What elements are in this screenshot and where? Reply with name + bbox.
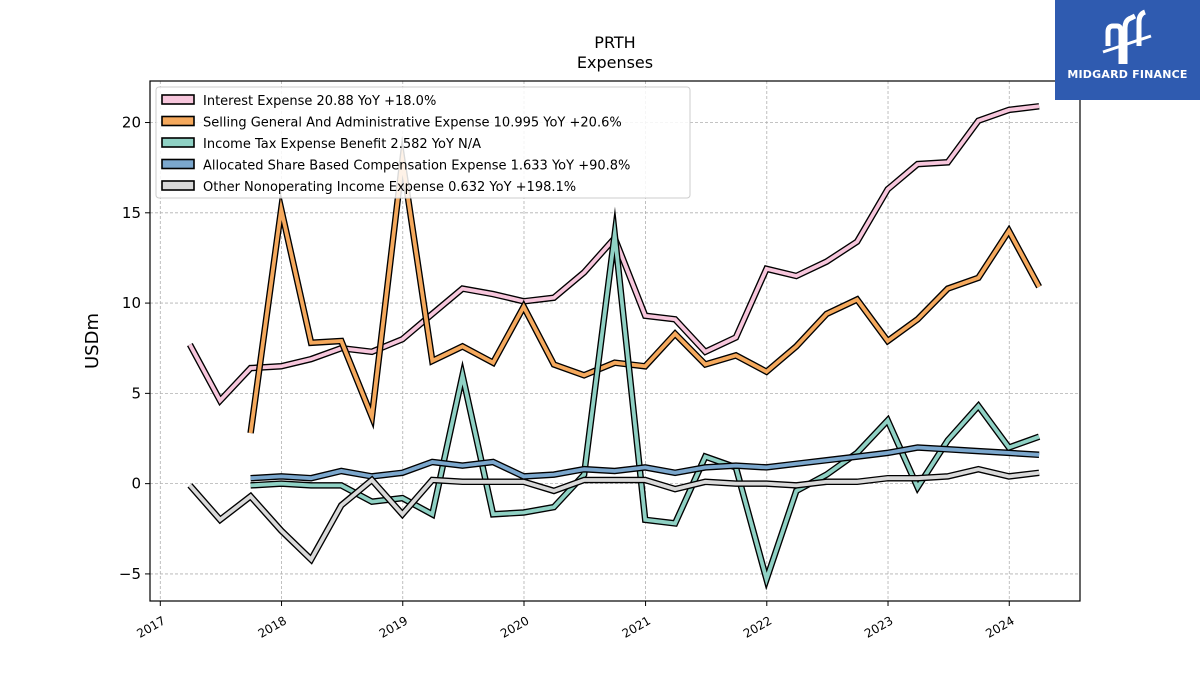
x-tick-label: 2023 <box>862 613 895 640</box>
legend-label: Other Nonoperating Income Expense 0.632 … <box>203 180 576 195</box>
legend-swatch <box>161 137 195 148</box>
series-layer <box>187 103 1042 591</box>
series-line <box>250 218 1040 586</box>
y-axis-label: USDm <box>82 313 103 369</box>
y-tick-label: 5 <box>131 384 141 402</box>
chart-subtitle: Expenses <box>577 53 653 72</box>
legend-label: Allocated Share Based Compensation Expen… <box>203 159 630 174</box>
midgard-finance-logo: MIDGARD FINANCE <box>1055 0 1200 100</box>
x-tick-label: 2024 <box>983 613 1016 640</box>
y-tick-label: 10 <box>122 294 141 312</box>
x-tick-label: 2021 <box>620 613 653 640</box>
x-tick-label: 2019 <box>377 613 410 640</box>
legend-swatch <box>161 158 195 170</box>
legend-swatch <box>161 180 195 191</box>
legend-label: Selling General And Administrative Expen… <box>203 116 622 131</box>
x-tick-label: 2020 <box>498 613 531 640</box>
y-tick-label: 20 <box>122 114 141 132</box>
legend-label: Income Tax Expense Benefit 2.582 YoY N/A <box>203 137 481 152</box>
y-tick-label: 0 <box>131 475 141 493</box>
legend-swatch <box>161 94 195 105</box>
series-line-outline <box>247 135 1042 434</box>
series-line <box>250 445 1040 481</box>
x-tick-label: 2018 <box>256 613 289 640</box>
series-line <box>188 467 1040 563</box>
legend-label: Interest Expense 20.88 YoY +18.0% <box>203 94 436 109</box>
x-tick-label: 2017 <box>134 613 167 640</box>
legend: Interest Expense 20.88 YoY +18.0% Selling… <box>155 86 691 199</box>
logo-mark-icon <box>1102 9 1152 64</box>
y-tick-label: 15 <box>122 204 141 222</box>
legend-box <box>155 86 691 199</box>
plot-frame <box>149 80 1081 602</box>
x-tick-label: 2022 <box>741 613 774 640</box>
series-line <box>248 146 1041 434</box>
legend-swatch <box>161 115 195 127</box>
series-line-outline <box>250 444 1040 482</box>
chart-title: PRTH <box>594 33 635 52</box>
logo-brand-text: MIDGARD FINANCE <box>1067 68 1188 81</box>
y-tick-label: −5 <box>119 565 141 583</box>
